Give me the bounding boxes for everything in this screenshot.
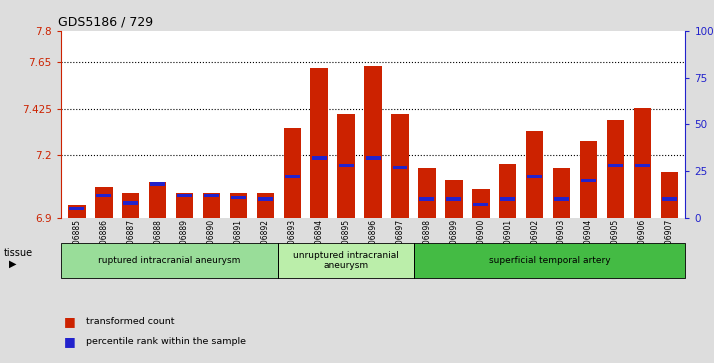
Bar — [312, 156, 326, 160]
Text: GDS5186 / 729: GDS5186 / 729 — [58, 15, 153, 28]
Bar — [660, 172, 678, 218]
Bar — [526, 131, 543, 218]
Bar — [256, 193, 274, 218]
Bar — [607, 120, 624, 218]
Bar — [366, 156, 381, 160]
Text: percentile rank within the sample: percentile rank within the sample — [86, 337, 246, 346]
Text: superficial temporal artery: superficial temporal artery — [489, 256, 610, 265]
Bar — [472, 189, 490, 218]
Bar — [285, 175, 300, 178]
Bar — [176, 193, 193, 218]
Bar — [150, 183, 165, 186]
Bar — [122, 193, 139, 218]
Bar — [662, 197, 677, 201]
Bar — [338, 114, 355, 218]
Bar — [203, 193, 220, 218]
Bar — [231, 196, 246, 199]
Bar — [124, 201, 138, 204]
Bar — [473, 203, 488, 207]
Bar — [95, 187, 113, 218]
Bar — [149, 183, 166, 218]
Bar — [96, 194, 111, 197]
Bar — [177, 194, 192, 197]
Bar — [283, 129, 301, 218]
Bar — [258, 197, 273, 201]
Bar — [420, 197, 434, 201]
Bar — [391, 114, 408, 218]
Bar — [635, 164, 650, 167]
Bar — [499, 164, 516, 218]
Text: ruptured intracranial aneurysm: ruptured intracranial aneurysm — [98, 256, 241, 265]
Bar — [69, 207, 84, 210]
Text: ■: ■ — [64, 335, 76, 348]
Bar — [501, 197, 515, 201]
Text: ■: ■ — [64, 315, 76, 328]
Text: tissue: tissue — [4, 248, 33, 258]
Bar — [446, 197, 461, 201]
Text: unruptured intracranial
aneurysm: unruptured intracranial aneurysm — [293, 251, 399, 270]
Bar — [580, 141, 597, 218]
Bar — [553, 168, 570, 218]
Bar — [581, 179, 596, 182]
Bar — [418, 168, 436, 218]
Bar — [364, 66, 382, 218]
Bar — [338, 164, 353, 167]
Bar — [204, 194, 219, 197]
Bar — [445, 180, 463, 218]
Bar — [633, 108, 651, 218]
Bar — [68, 205, 86, 218]
Bar — [311, 68, 328, 218]
Bar — [608, 164, 623, 167]
Bar — [393, 166, 408, 169]
Text: transformed count: transformed count — [86, 317, 174, 326]
Text: ▶: ▶ — [9, 259, 17, 269]
Bar — [230, 193, 247, 218]
Bar — [527, 175, 542, 178]
Bar — [554, 197, 569, 201]
